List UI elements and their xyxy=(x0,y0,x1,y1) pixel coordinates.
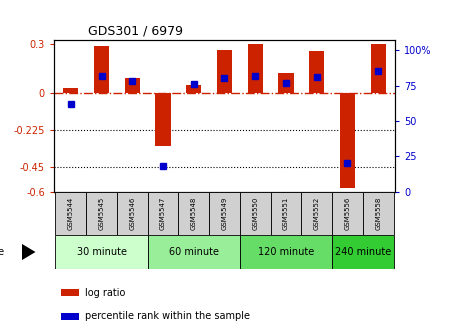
Text: log ratio: log ratio xyxy=(84,288,125,298)
Text: GDS301 / 6979: GDS301 / 6979 xyxy=(88,25,183,38)
Text: GSM5556: GSM5556 xyxy=(344,197,351,230)
FancyBboxPatch shape xyxy=(240,235,332,269)
Bar xyxy=(186,85,202,93)
FancyBboxPatch shape xyxy=(240,192,271,235)
Polygon shape xyxy=(22,244,35,260)
Bar xyxy=(278,73,294,93)
FancyBboxPatch shape xyxy=(178,192,209,235)
FancyBboxPatch shape xyxy=(363,192,394,235)
Text: GSM5547: GSM5547 xyxy=(160,197,166,230)
FancyBboxPatch shape xyxy=(117,192,148,235)
FancyBboxPatch shape xyxy=(301,192,332,235)
Bar xyxy=(63,88,79,93)
Bar xyxy=(124,78,140,93)
Text: GSM5544: GSM5544 xyxy=(68,197,74,230)
Bar xyxy=(61,313,79,320)
FancyBboxPatch shape xyxy=(271,192,301,235)
FancyBboxPatch shape xyxy=(55,235,148,269)
Text: GSM5549: GSM5549 xyxy=(221,197,228,230)
Bar xyxy=(61,290,79,296)
FancyBboxPatch shape xyxy=(55,192,86,235)
FancyBboxPatch shape xyxy=(209,192,240,235)
Bar xyxy=(370,44,386,93)
Bar xyxy=(94,46,109,93)
Text: GSM5545: GSM5545 xyxy=(98,197,105,230)
Text: time: time xyxy=(0,247,4,257)
Bar xyxy=(155,93,171,145)
Text: GSM5550: GSM5550 xyxy=(252,197,258,230)
Bar xyxy=(247,44,263,93)
Bar xyxy=(217,50,232,93)
Text: 30 minute: 30 minute xyxy=(76,247,127,257)
FancyBboxPatch shape xyxy=(332,192,363,235)
Text: GSM5558: GSM5558 xyxy=(375,197,381,230)
Text: percentile rank within the sample: percentile rank within the sample xyxy=(84,311,250,321)
Text: GSM5552: GSM5552 xyxy=(314,197,320,230)
Bar xyxy=(309,51,325,93)
FancyBboxPatch shape xyxy=(148,192,178,235)
Text: 120 minute: 120 minute xyxy=(258,247,314,257)
FancyBboxPatch shape xyxy=(332,235,394,269)
FancyBboxPatch shape xyxy=(148,235,240,269)
Text: GSM5551: GSM5551 xyxy=(283,197,289,230)
Text: 240 minute: 240 minute xyxy=(335,247,391,257)
Bar xyxy=(340,93,355,188)
Text: 60 minute: 60 minute xyxy=(169,247,219,257)
Text: GSM5548: GSM5548 xyxy=(191,197,197,230)
FancyBboxPatch shape xyxy=(86,192,117,235)
Text: GSM5546: GSM5546 xyxy=(129,197,135,230)
